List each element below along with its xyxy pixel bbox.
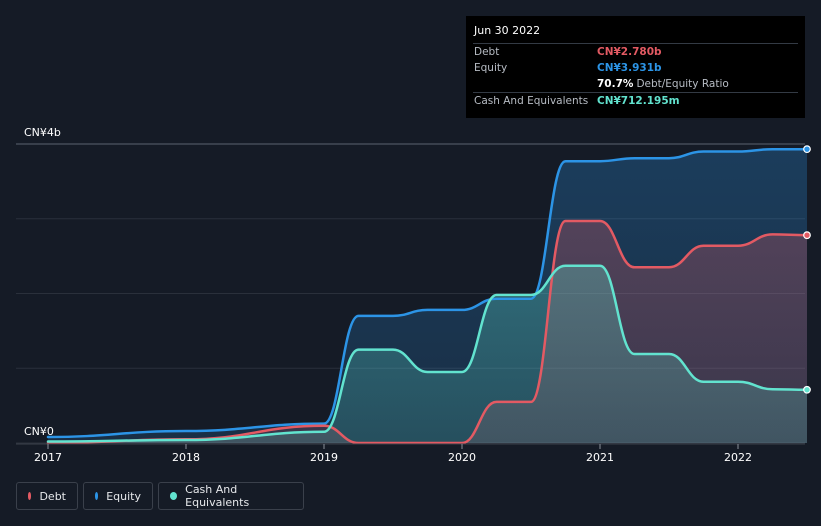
tooltip-cash-label: Cash And Equivalents [474,95,589,107]
equity-end-marker[interactable] [803,145,811,154]
tooltip-equity-value: CN¥3.931b [597,62,662,74]
x-tick-label: 2021 [586,451,614,464]
legend-equity-label: Equity [106,489,141,503]
tooltip-panel: Jun 30 2022 Debt CN¥2.780b Equity CN¥3.9… [466,16,805,118]
y-tick-label: CN¥0 [24,425,54,438]
x-tick-label: 2022 [724,451,752,464]
y-axis-labels: CN¥4b CN¥0 [24,126,61,438]
cash-end-marker[interactable] [803,385,811,394]
legend-item-cash[interactable]: Cash And Equivalents [158,482,304,510]
legend-cash-label: Cash And Equivalents [185,483,250,509]
x-tick-label: 2020 [448,451,476,464]
debt-line [46,219,809,445]
tooltip-row-debt: Debt CN¥2.780b [473,43,798,60]
legend-item-equity[interactable]: Equity [83,482,153,510]
x-axis: 2017 2018 2019 2020 2021 2022 [16,443,805,464]
tooltip-date: Jun 30 2022 [474,24,541,37]
y-tick-label: CN¥4b [24,126,61,139]
tooltip-row-equity: Equity CN¥3.931b [473,60,798,76]
tooltip-ratio-label: Debt/Equity Ratio [636,78,729,90]
debt-end-marker[interactable] [803,231,811,240]
series-end-markers [803,145,811,394]
tooltip-row-cash: Cash And Equivalents CN¥712.195m [473,92,798,109]
equity-dot-icon [95,492,99,500]
tooltip-debt-label: Debt [474,46,500,58]
tooltip-ratio-value: 70.7% [597,78,634,90]
series-areas [48,149,807,443]
tooltip-row-ratio: 70.7% Debt/Equity Ratio [473,76,798,92]
tooltip-equity-label: Equity [474,62,508,74]
x-tick-label: 2017 [34,451,62,464]
equity-line [46,147,809,439]
cash-line [46,264,809,443]
tooltip-cash-value: CN¥712.195m [597,95,680,107]
series-lines [46,147,809,445]
cash-dot-icon [170,492,178,500]
x-tick-label: 2018 [172,451,200,464]
x-tick-label: 2019 [310,451,338,464]
legend-item-debt[interactable]: Debt [16,482,78,510]
legend-debt-label: Debt [39,489,66,503]
debt-dot-icon [28,492,32,500]
tooltip-debt-value: CN¥2.780b [597,46,662,58]
